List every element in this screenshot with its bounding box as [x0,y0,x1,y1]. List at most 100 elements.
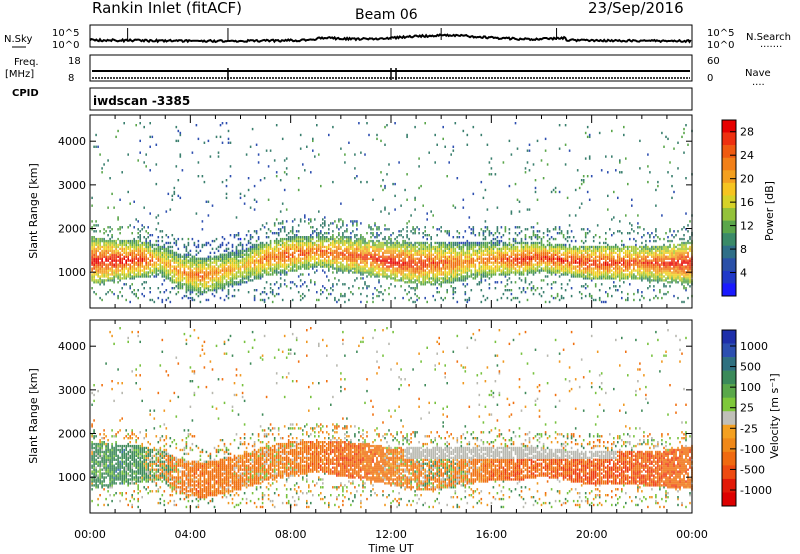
power-pixel [450,285,452,288]
power-pixel [492,243,495,247]
power-pixel [312,267,314,270]
power-pixel [199,283,202,286]
power-pixel [211,267,214,270]
power-pixel [143,271,145,274]
power-pixel [109,253,111,256]
power-pixel [287,255,290,258]
power-pixel [508,273,511,276]
power-pixel [105,279,107,282]
power-pixel [312,226,314,229]
power-pixel [99,243,101,247]
power-pixel [354,255,356,258]
power-pixel [526,265,529,268]
power-pixel [538,265,541,268]
power-pixel [318,259,320,262]
power-pixel [291,269,294,272]
power-scatter [91,122,693,304]
power-pixel [269,253,272,256]
power-pixel [169,241,172,245]
power-pixel [295,263,298,266]
power-pixel [149,275,151,278]
power-pixel [97,281,99,284]
power-pixel [452,243,455,247]
power-pixel [494,273,497,276]
power-pixel [470,245,473,249]
power-pixel [328,237,330,241]
power-pixel [179,257,182,260]
power-pixel [494,251,497,255]
power-pixel [304,249,306,253]
power-pixel [482,265,485,268]
power-pixel [404,245,406,249]
power-pixel [320,236,322,239]
power-pixel [213,257,216,260]
power-pixel [155,163,158,166]
power-pixel [239,283,242,286]
power-pixel [159,291,162,294]
power-pixel [406,281,408,284]
power-pixel [442,271,444,274]
power-pixel [267,257,270,260]
power-pixel [149,298,151,302]
power-pixel [368,247,370,251]
power-pixel [380,139,382,143]
power-pixel [247,263,250,266]
power-pixel [414,253,416,256]
power-pixel [308,218,310,221]
power-pixel [328,245,330,249]
power-pixel [508,241,511,245]
power-pixel [133,261,135,264]
power-pixel [528,169,531,172]
power-pixel [510,253,513,256]
power-pixel [243,194,246,198]
power-pixel [464,298,467,302]
power-pixel [175,165,178,168]
noise-tick-right-top: 10^5 [707,28,734,39]
power-pixel [482,249,485,253]
power-pixel [123,269,125,272]
power-pixel [442,263,444,266]
power-pixel [492,253,495,256]
power-pixel [179,263,182,266]
power-pixel [414,230,416,233]
power-pixel [147,271,149,274]
power-pixel [338,247,340,251]
power-pixel [308,239,310,243]
power-pixel [416,267,418,270]
power-pixel [326,253,328,256]
power-pixel [492,247,495,251]
power-pixel [191,285,194,288]
power-pixel [259,253,262,256]
power-pixel [231,263,234,266]
power-pixel [205,275,208,278]
power-pixel [205,281,208,284]
power-pixel [299,267,302,270]
power-pixel [408,220,410,223]
power-pixel [370,271,372,274]
power-pixel [332,222,334,225]
power-pixel [137,261,139,264]
power-pixel [213,283,216,286]
power-pixel [514,267,517,270]
power-pixel [534,251,537,255]
power-pixel [534,267,537,270]
power-pixel [215,273,218,276]
power-pixel [476,259,479,262]
power-pixel [382,259,384,262]
power-pixel [510,298,513,302]
power-pixel [103,228,105,231]
power-pixel [273,247,276,251]
power-pixel [171,251,174,255]
power-pixel [111,267,113,270]
power-pixel [506,247,509,251]
power-pixel [492,234,495,237]
power-pixel [386,273,388,276]
power-pixel [103,269,105,272]
power-pixel [404,263,406,266]
power-pixel [376,273,378,276]
power-pixel [147,263,149,266]
power-pixel [524,267,527,270]
power-pixel [289,243,292,247]
power-pixel [374,247,376,251]
power-pixel [320,241,322,245]
